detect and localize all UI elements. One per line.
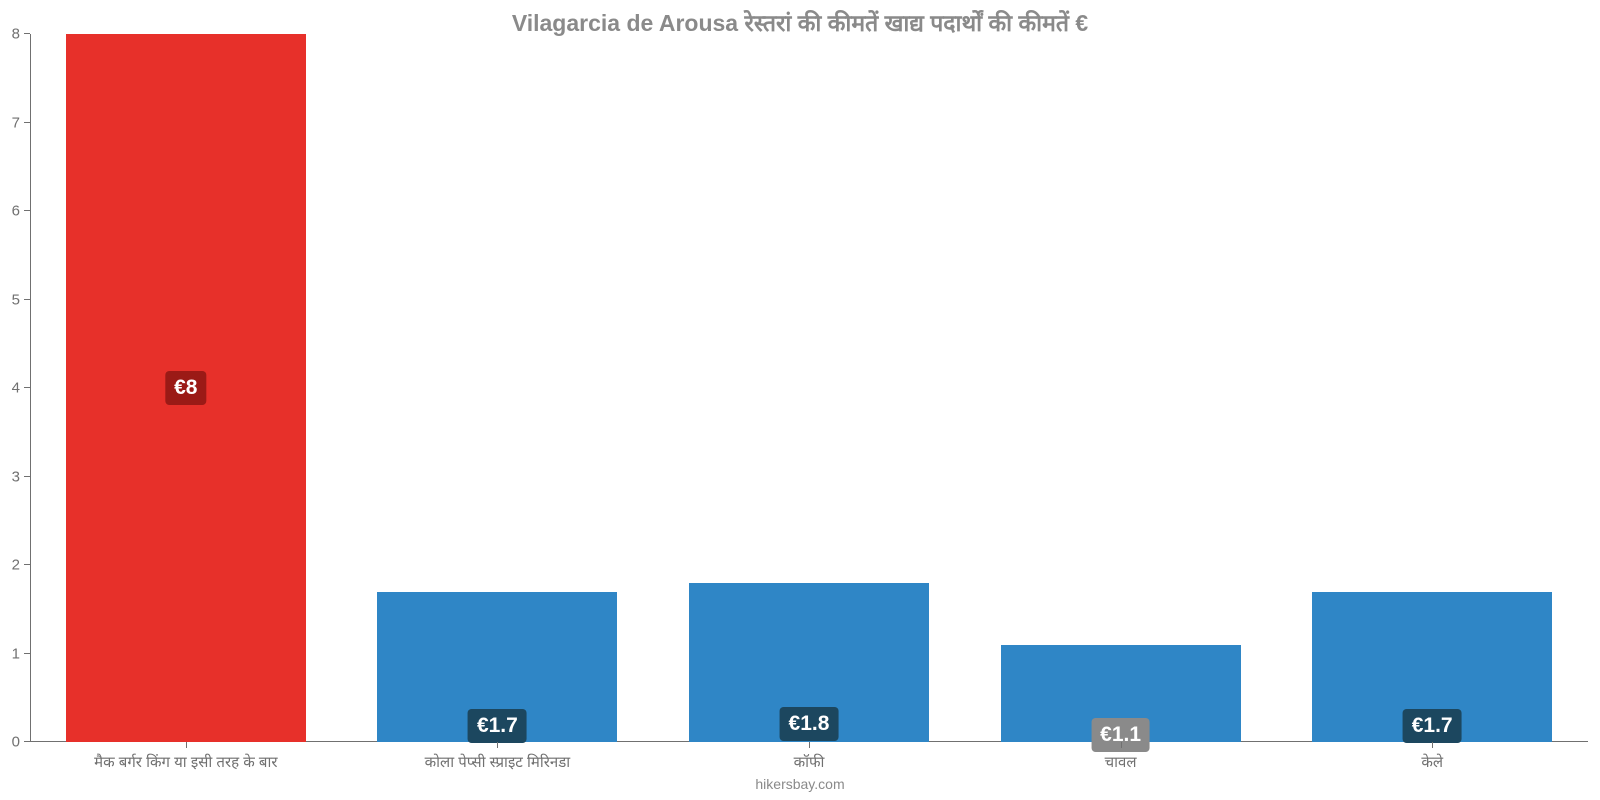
bar: €1.8 bbox=[689, 583, 929, 742]
value-badge: €1.7 bbox=[1403, 709, 1462, 743]
x-tick-label: चावल bbox=[1105, 742, 1137, 772]
y-tick-label: 3 bbox=[12, 468, 30, 485]
plot-area: €8€1.7€1.8€1.1€1.7 012345678मैक बर्गर कि… bbox=[30, 34, 1588, 742]
x-tick-label: मैक बर्गर किंग या इसी तरह के बार bbox=[94, 742, 277, 772]
attribution-text: hikersbay.com bbox=[0, 776, 1600, 792]
chart-container: Vilagarcia de Arousa रेस्तरां की कीमतें … bbox=[0, 0, 1600, 800]
bar: €1.7 bbox=[377, 592, 617, 742]
y-tick-label: 0 bbox=[12, 734, 30, 751]
y-tick-label: 1 bbox=[12, 645, 30, 662]
y-tick-label: 6 bbox=[12, 203, 30, 220]
value-badge: €1.7 bbox=[468, 709, 527, 743]
bar: €8 bbox=[66, 34, 306, 742]
y-tick-label: 2 bbox=[12, 557, 30, 574]
x-tick-label: कॉफी bbox=[794, 742, 825, 772]
y-tick-label: 8 bbox=[12, 26, 30, 43]
bar: €1.1 bbox=[1001, 645, 1241, 742]
value-badge: €1.8 bbox=[780, 707, 839, 741]
x-tick-label: केले bbox=[1421, 742, 1443, 772]
bars-layer: €8 €1.7 €1.8 €1.1 €1.7 bbox=[30, 34, 1588, 742]
y-tick-label: 5 bbox=[12, 291, 30, 308]
y-tick-label: 4 bbox=[12, 380, 30, 397]
value-badge: €8 bbox=[165, 371, 206, 405]
y-tick-label: 7 bbox=[12, 114, 30, 131]
bar: €1.7 bbox=[1312, 592, 1552, 742]
x-tick-label: कोला पेप्सी स्प्राइट मिरिनडा bbox=[425, 742, 571, 772]
